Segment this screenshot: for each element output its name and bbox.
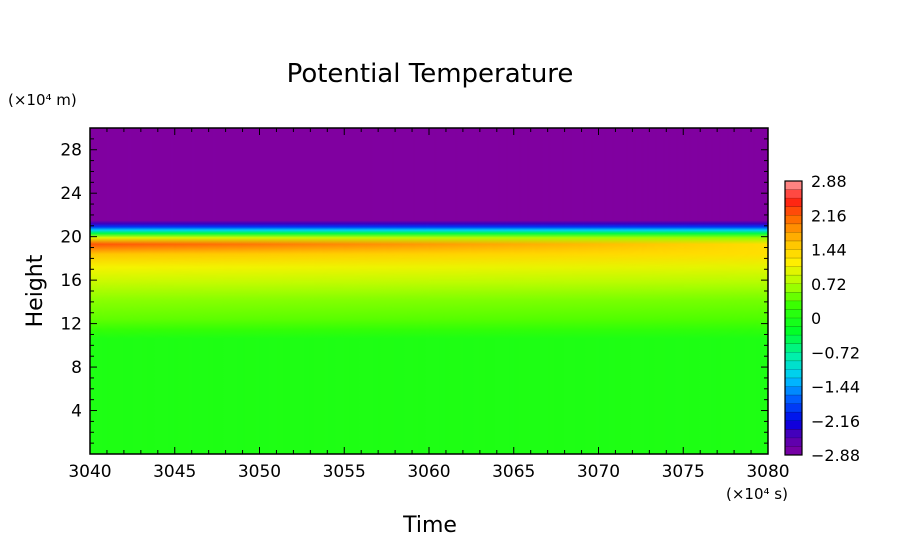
colorbar-segment — [785, 420, 802, 430]
colorbar-segment — [785, 352, 802, 362]
chart-title: Potential Temperature — [287, 59, 574, 89]
y-axis: 4 8 12 16 20 24 28 — [60, 138, 768, 444]
y-tick-label: 20 — [60, 228, 82, 248]
colorbar-segment — [785, 198, 802, 208]
y-tick-label: 24 — [60, 184, 82, 204]
colorbar-segment — [785, 377, 802, 387]
x-tick-label: 3055 — [323, 462, 366, 482]
colorbar-segment — [785, 369, 802, 379]
colorbar-tick-label: 1.44 — [811, 241, 847, 260]
x-tick-label: 3060 — [407, 462, 450, 482]
colorbar-segment — [785, 240, 802, 250]
colorbar-segment — [785, 429, 802, 439]
colorbar-segment — [785, 446, 802, 456]
colorbar-segment — [785, 437, 802, 447]
colorbar-segment — [785, 412, 802, 422]
colorbar-segment — [785, 266, 802, 276]
x-tick-label: 3050 — [238, 462, 281, 482]
y-tick-label: 28 — [60, 141, 82, 161]
colorbar-segment — [785, 292, 802, 302]
colorbar-tick-label: −0.72 — [811, 343, 860, 362]
colorbar-segment — [785, 386, 802, 396]
colorbar-segment — [785, 206, 802, 216]
colorbar-segment — [785, 223, 802, 233]
x-tick-label: 3080 — [746, 462, 789, 482]
colorbar-segment — [785, 215, 802, 225]
colorbar-segment — [785, 309, 802, 319]
x-tick-label: 3040 — [68, 462, 111, 482]
colorbar-tick-label: 2.16 — [811, 206, 847, 225]
y-unit-label: (×10⁴ m) — [8, 91, 77, 109]
colorbar-segment — [785, 326, 802, 336]
heatmap-layer-start — [90, 128, 768, 454]
colorbar-tick-label: −1.44 — [811, 378, 860, 397]
colorbar-segment — [785, 249, 802, 259]
x-axis-label: Time — [402, 513, 457, 538]
colorbar-segment — [785, 395, 802, 405]
heatmap-field — [90, 128, 768, 454]
colorbar-segment — [785, 343, 802, 353]
colorbar-segment — [785, 232, 802, 242]
colorbar-tick-label: 0.72 — [811, 275, 847, 294]
x-axis: 3040 3045 3050 3055 3060 3065 3070 3075 3080 — [68, 128, 790, 482]
x-tick-label: 3065 — [492, 462, 535, 482]
x-tick-label: 3045 — [153, 462, 196, 482]
colorbar: 2.88 2.16 1.44 0.72 0 −0.72 −1.44 −2.16 −2.88 — [784, 172, 860, 465]
colorbar-frame — [784, 180, 803, 456]
colorbar-segment — [785, 181, 802, 191]
colorbar-segment — [785, 360, 802, 370]
colorbar-tick-label: −2.16 — [811, 412, 860, 431]
y-tick-label: 8 — [71, 358, 82, 378]
x-tick-label: 3075 — [662, 462, 705, 482]
colorbar-segment — [785, 335, 802, 345]
colorbar-segment — [785, 403, 802, 413]
colorbar-tick-label: 0 — [811, 309, 821, 328]
y-axis-label: Height — [23, 254, 48, 327]
colorbar-tick-label: 2.88 — [811, 172, 847, 191]
y-tick-label: 4 — [71, 402, 82, 422]
y-tick-label: 12 — [60, 315, 82, 335]
colorbar-tick-label: −2.88 — [811, 446, 860, 465]
colorbar-segment — [785, 283, 802, 293]
x-tick-label: 3070 — [577, 462, 620, 482]
colorbar-segment — [785, 258, 802, 268]
y-tick-label: 16 — [60, 271, 82, 291]
colorbar-segment — [785, 275, 802, 285]
colorbar-segment — [785, 300, 802, 310]
colorbar-segment — [785, 189, 802, 199]
colorbar-segment — [785, 318, 802, 328]
x-unit-label: (×10⁴ s) — [726, 485, 788, 503]
